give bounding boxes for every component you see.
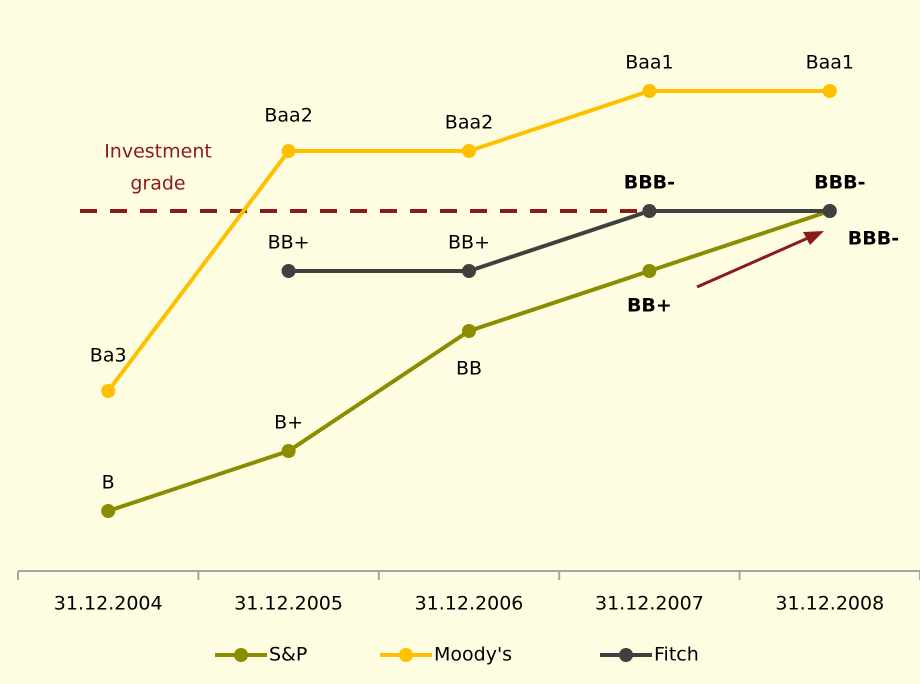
point	[281, 264, 296, 278]
x-tick-label: 31.12.2008	[775, 593, 884, 615]
data-label: BB+	[627, 295, 672, 317]
point	[822, 84, 837, 98]
data-label: B	[102, 472, 115, 494]
data-label: BBB-	[814, 172, 865, 194]
point	[101, 504, 116, 518]
data-label: Baa2	[445, 112, 493, 134]
data-label: BB+	[268, 232, 310, 254]
data-label: Baa1	[625, 52, 673, 74]
point	[642, 264, 657, 278]
legend-marker	[399, 648, 413, 662]
threshold-label: Investment	[104, 141, 212, 163]
point	[822, 204, 837, 218]
legend-label: S&P	[269, 644, 307, 666]
point	[462, 324, 476, 338]
plot: 31.12.2004 31.12.2005 31.12.2006 31.12.2007…	[17, 52, 920, 666]
point	[462, 144, 476, 158]
point	[462, 264, 476, 278]
arrow	[696, 236, 809, 289]
data-label: Baa2	[264, 105, 312, 127]
point	[642, 204, 657, 218]
legend-marker	[619, 648, 633, 662]
legend-label: Fitch	[654, 644, 699, 666]
data-label: BB	[456, 358, 482, 380]
series-line	[288, 209, 830, 273]
data-label: Ba3	[90, 345, 127, 367]
data-label: BBB-	[624, 172, 675, 194]
point	[281, 144, 296, 158]
x-tick-label: 31.12.2007	[595, 593, 704, 615]
arrow-head	[803, 231, 824, 245]
point	[101, 384, 116, 398]
point	[281, 444, 296, 458]
legend-marker	[234, 648, 248, 662]
data-label: BBB-	[848, 228, 899, 250]
data-label: B+	[274, 412, 303, 434]
legend-label: Moody's	[434, 644, 512, 666]
x-tick-label: 31.12.2004	[54, 593, 163, 615]
data-label: Baa1	[806, 52, 854, 74]
x-tick-label: 31.12.2006	[415, 593, 524, 615]
threshold-label: grade	[130, 173, 185, 195]
point	[642, 84, 657, 98]
data-label: BB+	[448, 232, 490, 254]
x-tick-label: 31.12.2005	[234, 593, 343, 615]
